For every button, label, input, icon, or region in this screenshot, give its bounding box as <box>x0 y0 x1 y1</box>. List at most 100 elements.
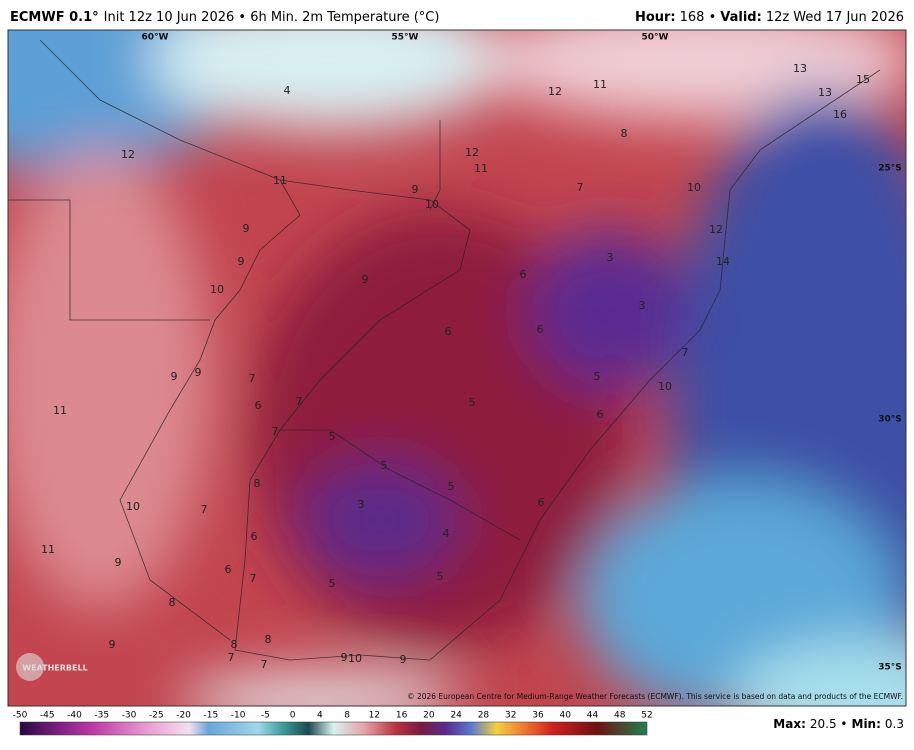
min-label: Min: <box>852 717 881 731</box>
temperature-label: 6 <box>538 496 545 509</box>
temperature-label: 6 <box>251 530 258 543</box>
temperature-label: 8 <box>254 477 261 490</box>
temperature-label: 11 <box>53 404 67 417</box>
graticule-label: 30°S <box>878 415 902 425</box>
colorbar-tick-label: -5 <box>261 711 270 721</box>
temperature-label: 8 <box>265 633 272 646</box>
temperature-label: 10 <box>687 181 701 194</box>
valid-time: Hour: 168 • Valid: 12z Wed 17 Jun 2026 <box>635 10 904 25</box>
temperature-label: 15 <box>856 73 870 86</box>
temperature-label: 3 <box>358 498 365 511</box>
graticule-label: 50°W <box>642 33 669 43</box>
temperature-label: 7 <box>228 651 235 664</box>
temperature-label: 6 <box>597 408 604 421</box>
colorbar-tick-label: 48 <box>614 711 626 721</box>
graticule-label: 55°W <box>392 33 419 43</box>
copyright: © 2026 European Centre for Medium-Range … <box>407 692 903 701</box>
temperature-label: 12 <box>465 146 479 159</box>
temperature-label: 9 <box>109 638 116 651</box>
temperature-label: 13 <box>793 62 807 75</box>
colorbar-tick-label: 0 <box>290 711 296 721</box>
temperature-label: 5 <box>329 577 336 590</box>
temperature-label: 9 <box>362 273 369 286</box>
temperature-label: 7 <box>261 658 268 671</box>
hour-label: Hour: <box>635 10 676 25</box>
colorbar-tick-label: -10 <box>231 711 246 721</box>
model-title: ECMWF 0.1° Init 12z 10 Jun 2026 • 6h Min.… <box>10 10 439 25</box>
colorbar-tick-label: 40 <box>559 711 571 721</box>
colorbar-tick-label: 8 <box>344 711 350 721</box>
model: ECMWF 0.1° <box>10 10 99 25</box>
temperature-label: 10 <box>126 500 140 513</box>
temperature-label: 10 <box>348 652 362 665</box>
temperature-label: 6 <box>445 325 452 338</box>
temperature-label: 7 <box>682 346 689 359</box>
temperature-label: 9 <box>341 651 348 664</box>
colorbar-tick-label: 16 <box>396 711 408 721</box>
temperature-label: 9 <box>243 222 250 235</box>
temperature-label: 5 <box>329 430 336 443</box>
temperature-label: 9 <box>412 183 419 196</box>
colorbar-tick-label: 28 <box>478 711 490 721</box>
temperature-label: 7 <box>249 372 256 385</box>
temperature-label: 5 <box>594 370 601 383</box>
temperature-label: 5 <box>437 570 444 583</box>
colorbar-tick-label: -30 <box>122 711 137 721</box>
colorbar <box>19 721 648 736</box>
colorbar-tick-label: 36 <box>532 711 544 721</box>
temperature-label: 11 <box>41 543 55 556</box>
temperature-label: 12 <box>709 223 723 236</box>
borders <box>8 39 881 661</box>
colorbar-tick-label: 44 <box>587 711 599 721</box>
valid: 12z Wed 17 Jun 2026 <box>766 10 904 25</box>
temperature-label: 9 <box>238 255 245 268</box>
temperature-label: 14 <box>716 255 730 268</box>
colorbar-tick-label: -40 <box>67 711 82 721</box>
temperature-label: 9 <box>115 556 122 569</box>
temperature-label: 11 <box>474 162 488 175</box>
graticule-label: 35°S <box>878 663 902 673</box>
colorbar-tick-label: -20 <box>176 711 191 721</box>
temperature-label: 4 <box>284 84 291 97</box>
temperature-label: 7 <box>272 425 279 438</box>
temperature-label: 6 <box>225 563 232 576</box>
hour: 168 • <box>680 10 717 25</box>
temperature-label: 9 <box>400 653 407 666</box>
min: 0.3 <box>885 717 904 731</box>
colorbar-tick-label: 24 <box>450 711 462 721</box>
temperature-label: 8 <box>231 638 238 651</box>
colorbar-tick-label: -25 <box>149 711 164 721</box>
colorbar-tick-label: -15 <box>203 711 218 721</box>
colorbar-tick-label: 52 <box>641 711 652 721</box>
temperature-label: 13 <box>818 86 832 99</box>
temperature-label: 7 <box>250 572 257 585</box>
temperature-label: 7 <box>577 181 584 194</box>
temperature-label: 11 <box>593 78 607 91</box>
temperature-label: 7 <box>296 395 303 408</box>
temperature-label: 3 <box>639 299 646 312</box>
logo-mark <box>16 653 44 681</box>
colorbar-tick-label: -45 <box>40 711 55 721</box>
stats: Max: 20.5 • Min: 0.3 <box>773 717 904 731</box>
colorbar-tick-label: 4 <box>317 711 323 721</box>
colorbar-tick-label: -35 <box>94 711 109 721</box>
temperature-label: 16 <box>833 108 847 121</box>
temperature-label: 5 <box>448 480 455 493</box>
temperature-label: 6 <box>537 323 544 336</box>
temperature-label: 3 <box>607 251 614 264</box>
temperature-label: 8 <box>169 596 176 609</box>
colorbar-tick-label: 20 <box>423 711 435 721</box>
valid-label: Valid: <box>720 10 762 25</box>
temperature-label: 4 <box>443 527 450 540</box>
graticule-label: 25°S <box>878 164 902 174</box>
colorbar-tick-label: 12 <box>369 711 380 721</box>
temperature-label: 10 <box>658 380 672 393</box>
temperature-label: 12 <box>548 85 562 98</box>
temperature-label: 5 <box>381 459 388 472</box>
colorbar-tick-label: -50 <box>13 711 28 721</box>
temperature-label: 6 <box>255 399 262 412</box>
temperature-label: 11 <box>273 174 287 187</box>
